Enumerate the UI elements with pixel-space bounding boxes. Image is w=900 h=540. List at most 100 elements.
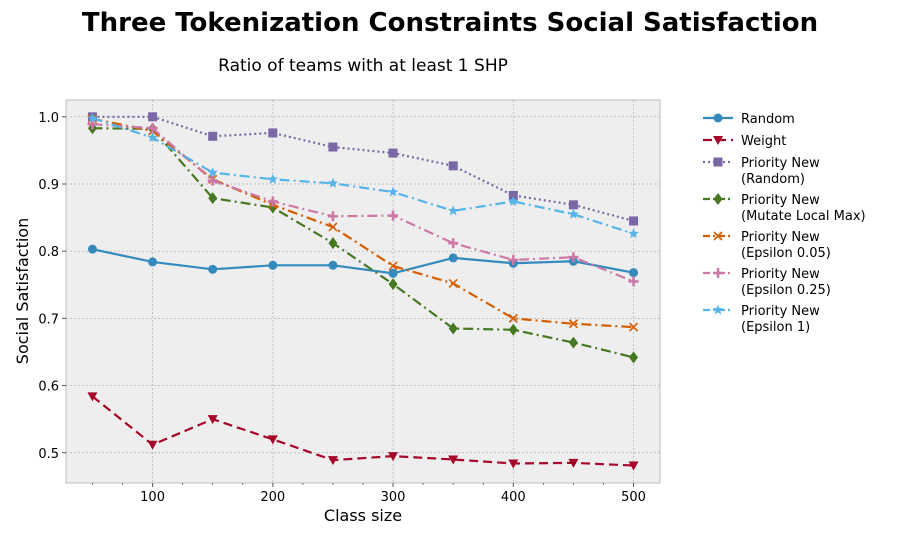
legend-marker bbox=[713, 136, 723, 145]
legend-marker bbox=[713, 157, 723, 167]
legend-marker bbox=[713, 231, 723, 241]
data-point bbox=[448, 253, 458, 263]
data-point bbox=[147, 132, 158, 143]
data-point bbox=[208, 131, 218, 141]
data-point bbox=[267, 196, 278, 207]
data-point bbox=[267, 173, 279, 184]
x-tick-label: 400 bbox=[501, 490, 526, 505]
legend-marker bbox=[712, 304, 724, 315]
legend-label: Priority New (Epsilon 1) bbox=[741, 304, 820, 335]
data-point bbox=[448, 455, 459, 465]
data-point bbox=[87, 392, 98, 402]
legend-label: Priority New (Mutate Local Max) bbox=[741, 193, 866, 224]
legend-marker bbox=[713, 268, 723, 278]
data-point bbox=[629, 268, 639, 278]
data-point bbox=[508, 313, 518, 323]
legend-marker bbox=[713, 113, 723, 123]
y-tick-label: 0.8 bbox=[38, 245, 59, 260]
legend-label: Priority New (Random) bbox=[741, 156, 820, 187]
legend-label: Weight bbox=[741, 134, 786, 149]
data-point bbox=[148, 112, 158, 122]
data-point bbox=[268, 128, 278, 138]
legend-marker bbox=[713, 193, 723, 205]
data-point bbox=[208, 192, 218, 205]
x-axis-label: Class size bbox=[324, 506, 402, 525]
data-point bbox=[508, 190, 518, 200]
data-point bbox=[388, 261, 398, 271]
data-point bbox=[508, 195, 519, 206]
series-line bbox=[92, 127, 634, 359]
data-point bbox=[568, 458, 579, 468]
x-tick-label: 500 bbox=[621, 490, 646, 505]
data-point bbox=[448, 238, 459, 249]
data-point bbox=[147, 440, 158, 450]
data-point bbox=[388, 268, 398, 278]
data-point bbox=[87, 244, 97, 254]
data-point bbox=[328, 142, 338, 152]
axes: 100 200 300 400 500 0.5 0.6 0.7 0.8 0.9 1.0 bbox=[38, 111, 646, 505]
data-point bbox=[388, 210, 399, 221]
data-point bbox=[328, 222, 338, 232]
legend-label: Random bbox=[741, 112, 795, 127]
x-tick-label: 300 bbox=[381, 490, 406, 505]
legend-entry-5: Priority New (Epsilon 0.25) bbox=[703, 267, 831, 298]
data-point bbox=[448, 322, 458, 335]
series-6 bbox=[87, 112, 639, 239]
data-point bbox=[568, 200, 578, 210]
series-1 bbox=[87, 392, 639, 471]
data-point bbox=[207, 167, 218, 178]
x-tick-label: 200 bbox=[260, 490, 285, 505]
data-point bbox=[447, 205, 459, 216]
data-point bbox=[87, 119, 98, 130]
series-5 bbox=[87, 119, 639, 287]
data-point bbox=[388, 148, 398, 158]
legend-entry-2: Priority New (Random) bbox=[703, 156, 820, 187]
series-line bbox=[92, 115, 634, 223]
x-tick-label: 100 bbox=[140, 490, 165, 505]
y-tick-label: 0.9 bbox=[38, 178, 59, 193]
data-point bbox=[147, 123, 158, 134]
series-line bbox=[92, 248, 634, 275]
data-point bbox=[448, 278, 458, 289]
legend-entry-3: Priority New (Mutate Local Max) bbox=[703, 193, 866, 224]
plot-area bbox=[65, 99, 661, 484]
series-line bbox=[92, 117, 634, 235]
data-point bbox=[508, 459, 519, 469]
legend-label: Priority New (Epsilon 0.05) bbox=[741, 230, 831, 261]
data-point bbox=[628, 276, 639, 287]
data-point bbox=[629, 351, 639, 364]
legend: Random Weight Priority New (Random) Priority… bbox=[703, 112, 866, 335]
series-line bbox=[92, 123, 634, 283]
legend-entry-0: Random bbox=[703, 112, 795, 127]
legend-entry-1: Weight bbox=[703, 134, 786, 149]
y-tick-label: 0.7 bbox=[38, 312, 59, 327]
chart-subtitle: Ratio of teams with at least 1 SHP bbox=[218, 56, 508, 76]
series-0 bbox=[87, 244, 639, 278]
data-point bbox=[148, 257, 158, 267]
data-point bbox=[207, 415, 218, 425]
data-point bbox=[208, 264, 218, 274]
data-point bbox=[327, 177, 339, 188]
legend-entry-4: Priority New (Epsilon 0.05) bbox=[703, 230, 831, 261]
data-point bbox=[327, 211, 338, 222]
data-point bbox=[327, 456, 338, 466]
data-point bbox=[628, 228, 639, 239]
y-tick-label: 0.5 bbox=[38, 447, 59, 462]
data-point bbox=[328, 260, 338, 270]
data-point bbox=[508, 323, 518, 336]
series-line bbox=[91, 395, 634, 467]
data-point bbox=[387, 186, 399, 197]
y-tick-label: 0.6 bbox=[38, 380, 59, 395]
data-point bbox=[268, 260, 278, 270]
data-point bbox=[388, 452, 399, 462]
data-point bbox=[328, 237, 338, 250]
data-point bbox=[628, 322, 639, 332]
data-point bbox=[207, 175, 218, 186]
data-point bbox=[568, 252, 579, 263]
data-point bbox=[629, 216, 639, 226]
data-point bbox=[568, 319, 578, 329]
y-tick-label: 1.0 bbox=[38, 111, 59, 126]
legend-entry-6: Priority New (Epsilon 1) bbox=[703, 304, 820, 335]
legend-label: Priority New (Epsilon 0.25) bbox=[741, 267, 831, 298]
